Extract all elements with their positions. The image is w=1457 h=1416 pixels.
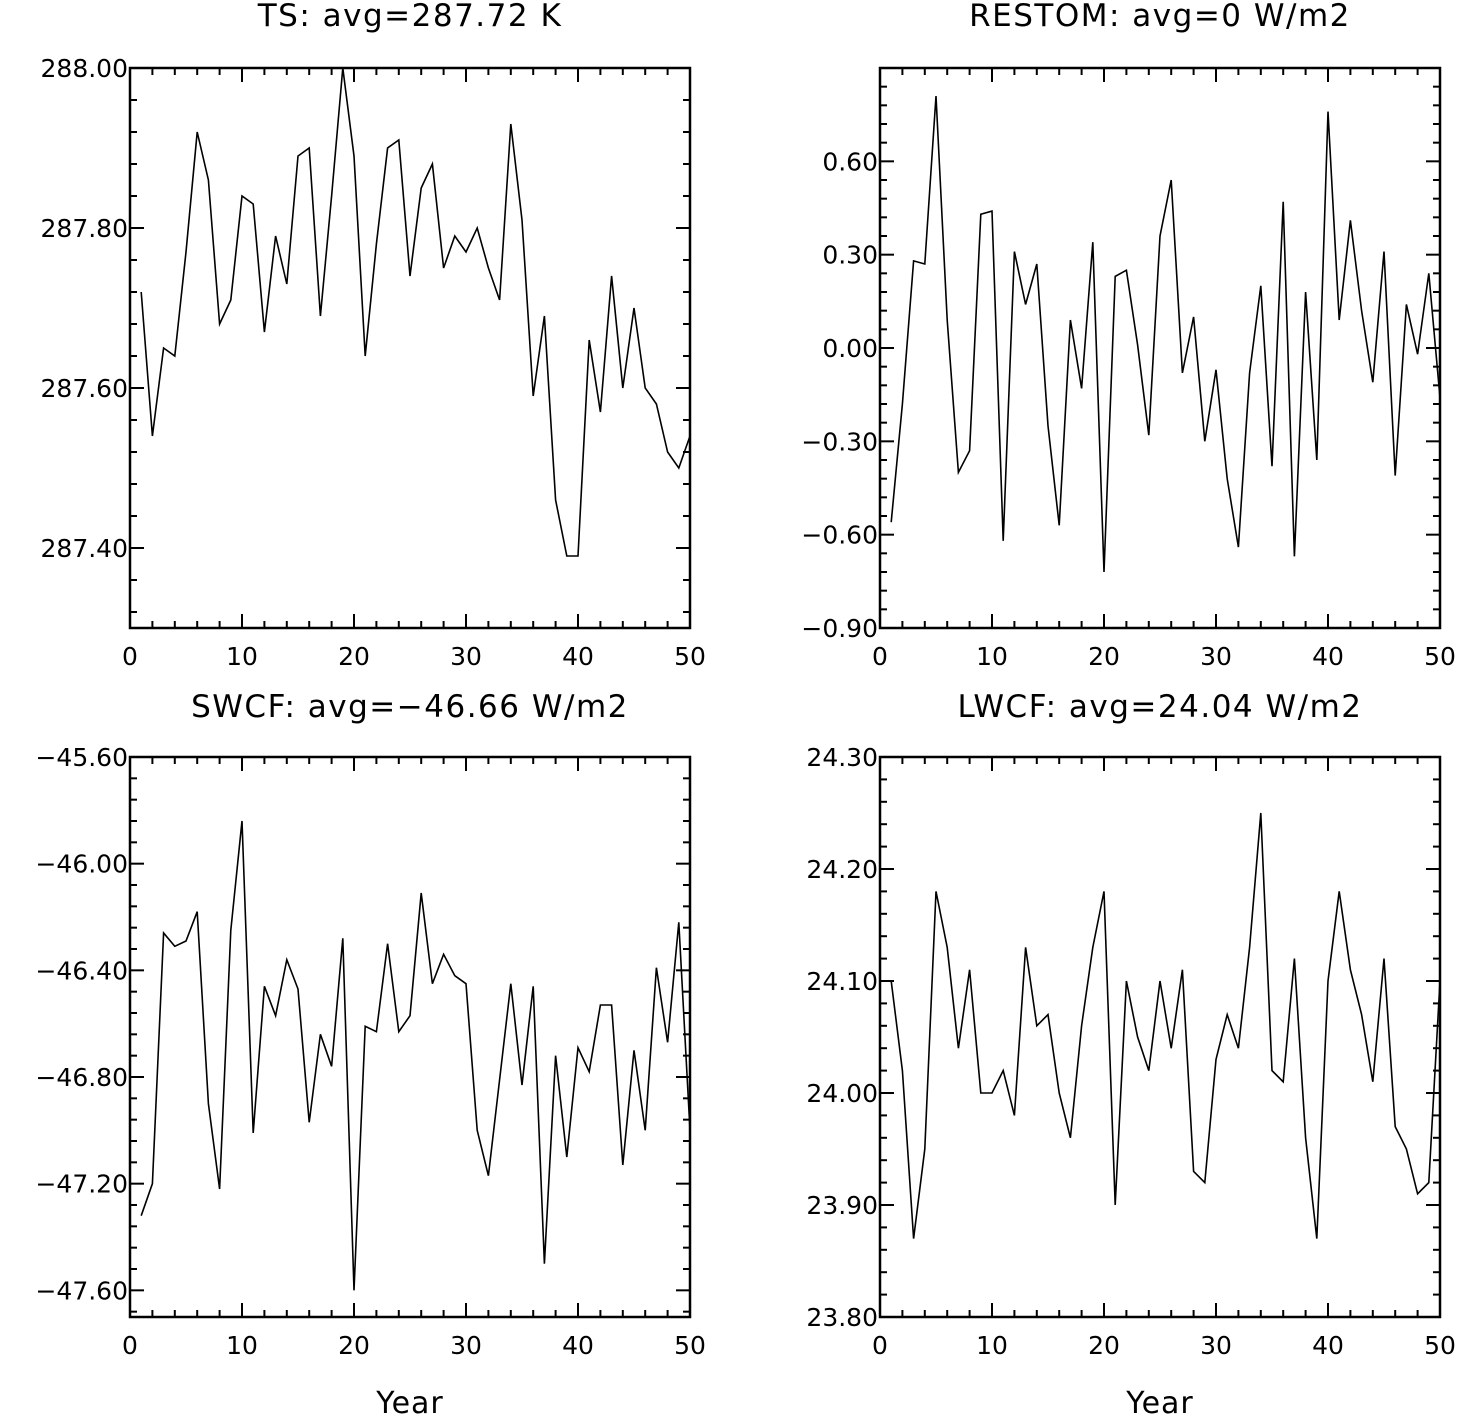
y-tick-label: −46.40 <box>35 956 128 985</box>
series-line <box>890 812 1441 1239</box>
x-tick-label: 40 <box>1312 1331 1344 1360</box>
x-tick-label: 10 <box>226 642 258 671</box>
y-tick-label: −0.30 <box>801 427 878 456</box>
y-tick-label: −0.90 <box>801 614 878 643</box>
panel-ts: TS: avg=287.72 K 0 10 20 30 40 50 287.40 287.60… <box>41 0 706 671</box>
y-tick-label: 23.80 <box>806 1303 878 1332</box>
y-tick-label: 24.20 <box>806 855 878 884</box>
y-tick-label: 287.80 <box>41 214 128 243</box>
y-tick-label: 0.30 <box>822 241 878 270</box>
x-tick-label: 30 <box>450 1331 482 1360</box>
panel-title: RESTOM: avg=0 W/m2 <box>969 0 1351 34</box>
y-tick-label: 287.60 <box>41 374 128 403</box>
x-tick-label: 10 <box>976 1331 1008 1360</box>
x-tick-label: 30 <box>1200 1331 1232 1360</box>
y-tick-label: 288.00 <box>41 54 128 83</box>
y-tick-label: −45.60 <box>35 743 128 772</box>
plot-frame <box>128 66 692 630</box>
x-tick-label: 40 <box>1312 642 1344 671</box>
x-tick-label: 0 <box>122 1331 138 1360</box>
plot-frame <box>878 66 1442 630</box>
panel-title: TS: avg=287.72 K <box>257 0 563 34</box>
x-tick-label: 10 <box>226 1331 258 1360</box>
y-tick-label: 24.30 <box>806 743 878 772</box>
plot-frame <box>128 755 692 1319</box>
y-tick-label: 24.00 <box>806 1079 878 1108</box>
y-tick-label: −0.60 <box>801 521 878 550</box>
y-tick-label: 0.60 <box>822 147 878 176</box>
x-tick-label: 50 <box>1424 642 1456 671</box>
y-tick-label: −47.20 <box>35 1170 128 1199</box>
y-tick-label: 0.00 <box>822 334 878 363</box>
x-tick-label: 50 <box>674 1331 706 1360</box>
x-tick-label: 0 <box>872 642 888 671</box>
series-line <box>140 820 691 1291</box>
x-tick-label: 30 <box>450 642 482 671</box>
panel-restom: RESTOM: avg=0 W/m2 0 10 20 30 40 50 −0.90 −0.60… <box>801 0 1456 671</box>
x-axis-label: Year <box>375 1386 444 1416</box>
x-tick-label: 20 <box>338 1331 370 1360</box>
x-tick-label: 50 <box>1424 1331 1456 1360</box>
x-tick-label: 40 <box>562 1331 594 1360</box>
x-tick-label: 0 <box>122 642 138 671</box>
series-line <box>890 95 1441 573</box>
x-tick-label: 50 <box>674 642 706 671</box>
x-tick-label: 0 <box>872 1331 888 1360</box>
panel-title: LWCF: avg=24.04 W/m2 <box>957 689 1362 725</box>
x-tick-label: 40 <box>562 642 594 671</box>
panel-title: SWCF: avg=−46.66 W/m2 <box>191 689 629 725</box>
y-tick-label: 287.40 <box>41 534 128 563</box>
plot-frame <box>878 755 1442 1319</box>
x-tick-label: 20 <box>338 642 370 671</box>
y-tick-label: −46.00 <box>35 850 128 879</box>
y-tick-label: −47.60 <box>35 1276 128 1305</box>
x-tick-label: 10 <box>976 642 1008 671</box>
x-axis-label: Year <box>1125 1386 1194 1416</box>
x-tick-label: 20 <box>1088 1331 1120 1360</box>
panel-swcf: SWCF: avg=−46.66 W/m2 Year 0 10 20 30 40 50 −4… <box>35 689 705 1416</box>
x-tick-label: 20 <box>1088 642 1120 671</box>
y-tick-label: 24.10 <box>806 967 878 996</box>
x-tick-label: 30 <box>1200 642 1232 671</box>
panel-lwcf: LWCF: avg=24.04 W/m2 Year 0 10 20 30 40 50 23.… <box>806 689 1455 1416</box>
series-line <box>140 67 691 557</box>
y-tick-label: 23.90 <box>806 1191 878 1220</box>
y-tick-label: −46.80 <box>35 1063 128 1092</box>
